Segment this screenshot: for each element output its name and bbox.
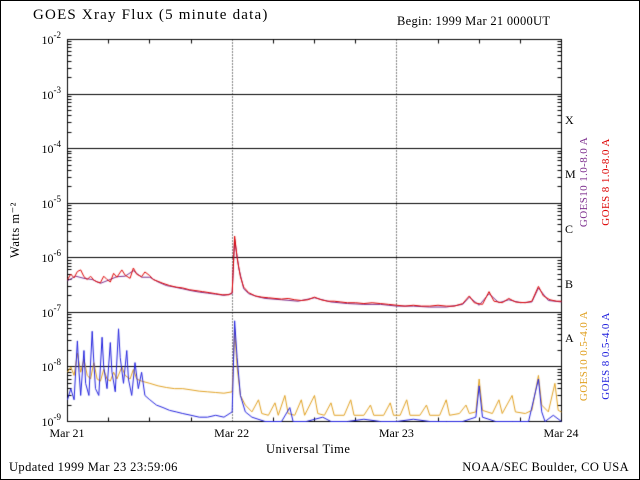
y-tick-label: 10-3 bbox=[41, 84, 62, 102]
x-axis-label: Universal Time bbox=[266, 442, 351, 456]
flare-class-label-b: B bbox=[565, 276, 574, 291]
y-tick-label: 10-8 bbox=[41, 357, 62, 375]
begin-time-label: Begin: 1999 Mar 21 0000UT bbox=[397, 14, 551, 28]
flare-class-label-x: X bbox=[565, 112, 574, 127]
y-tick-label: 10-4 bbox=[41, 139, 62, 157]
updated-timestamp: Updated 1999 Mar 23 23:59:06 bbox=[9, 460, 178, 474]
y-tick-label: 10-6 bbox=[41, 248, 62, 266]
chart-title: GOES Xray Flux (5 minute data) bbox=[33, 7, 269, 23]
x-tick-label: Mar 21 bbox=[49, 426, 85, 440]
y-tick-label: 10-2 bbox=[41, 30, 62, 47]
flare-class-label-c: C bbox=[565, 222, 574, 236]
y-tick-label: 10-9 bbox=[41, 412, 62, 429]
series-label: GOES10 1.0-8.0 A bbox=[578, 136, 590, 228]
series-label: GOES10 0.5-4.0 A bbox=[578, 310, 590, 402]
x-tick-label: Mar 22 bbox=[214, 426, 250, 440]
series-label: GOES 8 0.5-4.0 A bbox=[600, 312, 612, 400]
series-label: GOES 8 1.0-8.0 A bbox=[600, 138, 612, 226]
y-tick-label: 10-5 bbox=[41, 193, 62, 211]
x-tick-label: Mar 23 bbox=[378, 426, 414, 440]
y-tick-label: 10-7 bbox=[41, 302, 62, 320]
x-tick-label: Mar 24 bbox=[543, 426, 579, 440]
flare-class-label-m: M bbox=[565, 167, 576, 182]
credit-label: NOAA/SEC Boulder, CO USA bbox=[462, 460, 629, 474]
flare-class-label-a: A bbox=[565, 331, 574, 346]
